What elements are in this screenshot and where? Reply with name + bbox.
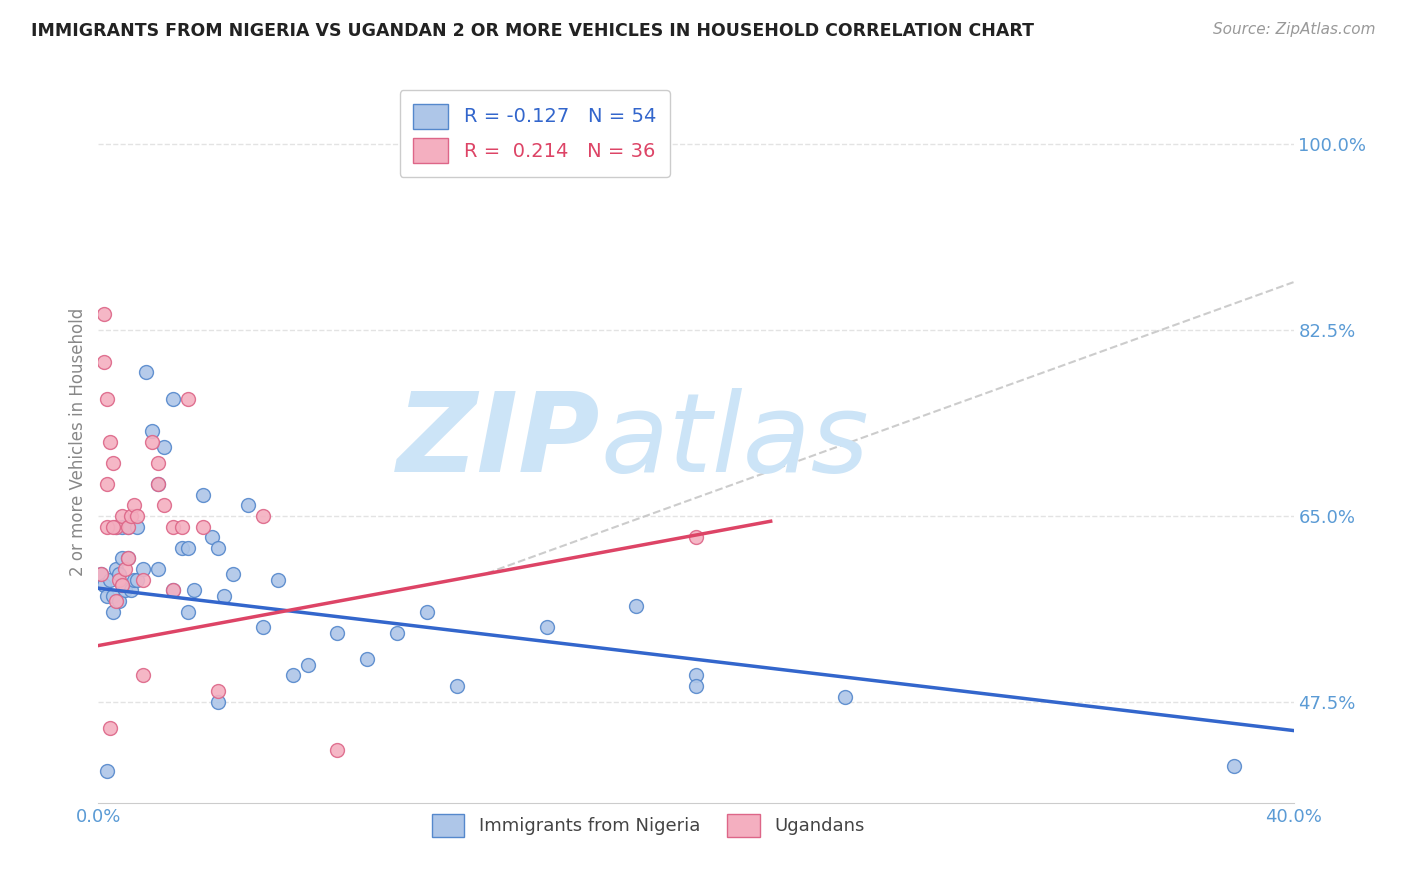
Point <box>162 392 184 406</box>
Point <box>148 456 170 470</box>
Point <box>212 589 235 603</box>
Point <box>132 573 155 587</box>
Point <box>117 519 139 533</box>
Point <box>191 519 214 533</box>
Point <box>834 690 856 704</box>
Point <box>93 307 115 321</box>
Point <box>148 562 170 576</box>
Point <box>183 583 205 598</box>
Point <box>141 424 163 438</box>
Point <box>162 583 184 598</box>
Point <box>236 498 259 512</box>
Text: Source: ZipAtlas.com: Source: ZipAtlas.com <box>1212 22 1375 37</box>
Point <box>108 594 131 608</box>
Point <box>177 392 200 406</box>
Point <box>326 742 349 756</box>
Point <box>172 541 194 555</box>
Text: IMMIGRANTS FROM NIGERIA VS UGANDAN 2 OR MORE VEHICLES IN HOUSEHOLD CORRELATION C: IMMIGRANTS FROM NIGERIA VS UGANDAN 2 OR … <box>31 22 1033 40</box>
Point <box>111 519 134 533</box>
Point <box>416 605 439 619</box>
Point <box>124 498 146 512</box>
Point <box>90 567 112 582</box>
Point <box>117 551 139 566</box>
Point <box>222 567 245 582</box>
Point <box>148 477 170 491</box>
Point <box>132 562 155 576</box>
Point <box>626 599 648 614</box>
Point <box>105 562 128 576</box>
Point <box>111 508 134 523</box>
Point <box>141 434 163 449</box>
Point <box>162 519 184 533</box>
Point <box>207 695 229 709</box>
Point <box>103 605 125 619</box>
Point <box>446 679 468 693</box>
Point <box>120 508 142 523</box>
Point <box>685 530 707 544</box>
Point <box>1223 758 1246 772</box>
Point <box>536 620 558 634</box>
Point <box>177 541 200 555</box>
Point <box>127 508 149 523</box>
Point <box>297 657 319 672</box>
Point <box>108 567 131 582</box>
Point <box>385 625 409 640</box>
Point <box>98 434 122 449</box>
Point <box>124 573 146 587</box>
Point <box>207 684 229 698</box>
Point <box>96 764 118 778</box>
Point <box>685 668 707 682</box>
Point <box>281 668 304 682</box>
Point <box>103 519 125 533</box>
Point <box>117 551 139 566</box>
Point <box>252 508 274 523</box>
Point <box>252 620 274 634</box>
Point <box>96 589 118 603</box>
Point <box>191 488 214 502</box>
Point <box>105 519 128 533</box>
Point <box>111 551 134 566</box>
Legend: Immigrants from Nigeria, Ugandans: Immigrants from Nigeria, Ugandans <box>425 806 872 845</box>
Point <box>108 573 131 587</box>
Point <box>132 668 155 682</box>
Point <box>111 578 134 592</box>
Point <box>177 605 200 619</box>
Point <box>120 583 142 598</box>
Point <box>98 573 122 587</box>
Text: ZIP: ZIP <box>396 388 600 495</box>
Point <box>685 679 707 693</box>
Point <box>96 477 118 491</box>
Point <box>93 355 115 369</box>
Text: atlas: atlas <box>600 388 869 495</box>
Point <box>356 652 378 666</box>
Point <box>172 519 194 533</box>
Point <box>207 541 229 555</box>
Point <box>96 392 118 406</box>
Point <box>90 567 112 582</box>
Point <box>96 519 118 533</box>
Point <box>103 589 125 603</box>
Point <box>153 498 176 512</box>
Point <box>98 722 122 736</box>
Point <box>201 530 224 544</box>
Point <box>93 578 115 592</box>
Point <box>326 625 349 640</box>
Point <box>127 573 149 587</box>
Point <box>105 519 128 533</box>
Point <box>105 594 128 608</box>
Point <box>114 583 136 598</box>
Point <box>103 456 125 470</box>
Point <box>162 583 184 598</box>
Point <box>267 573 290 587</box>
Point <box>127 519 149 533</box>
Point <box>148 477 170 491</box>
Point <box>153 440 176 454</box>
Point <box>117 519 139 533</box>
Point <box>114 562 136 576</box>
Point <box>135 366 157 380</box>
Y-axis label: 2 or more Vehicles in Household: 2 or more Vehicles in Household <box>69 308 87 575</box>
